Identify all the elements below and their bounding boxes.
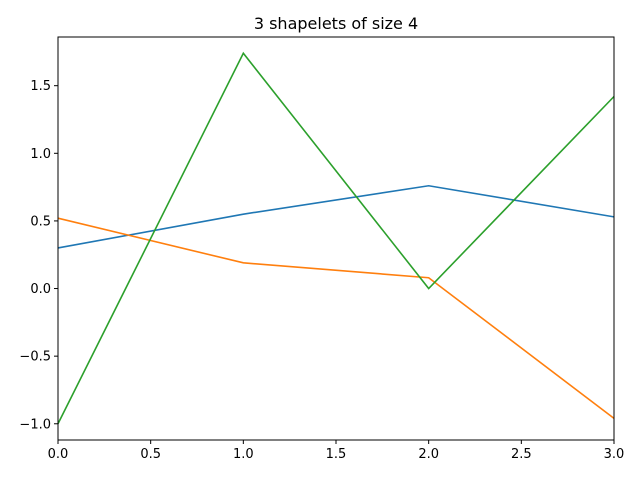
x-tick-label: 2.0	[418, 447, 439, 462]
x-tick-label: 0.0	[48, 447, 69, 462]
series-line-1	[57, 184, 615, 249]
y-tick-label: 1.5	[30, 79, 51, 94]
x-tick-label: 0.5	[140, 447, 161, 462]
y-tick-label: −1.0	[19, 417, 51, 432]
x-axis-ticks: 0.0 0.5 1.0 1.5 2.0 2.5 3.0	[48, 440, 625, 462]
x-tick-label: 3.0	[604, 447, 625, 462]
chart-title: 3 shapelets of size 4	[254, 14, 418, 33]
series-line-2	[57, 217, 615, 419]
x-tick-label: 1.5	[326, 447, 347, 462]
y-axis-ticks: −1.0 −0.5 0.0 0.5 1.0 1.5	[19, 79, 58, 432]
series-layer	[57, 51, 615, 425]
x-tick-label: 1.0	[233, 447, 254, 462]
y-tick-label: 0.5	[30, 214, 51, 229]
x-tick-label: 2.5	[511, 447, 532, 462]
y-tick-label: 0.0	[30, 282, 51, 297]
y-tick-label: 1.0	[30, 147, 51, 162]
series-line-3	[57, 51, 615, 425]
y-tick-label: −0.5	[19, 350, 51, 365]
plot-frame	[57, 36, 615, 441]
